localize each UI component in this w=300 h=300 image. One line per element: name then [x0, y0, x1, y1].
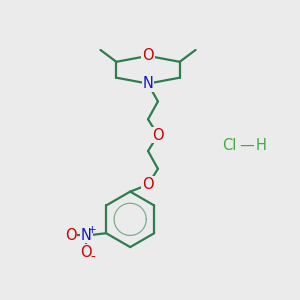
Text: -: - [90, 250, 95, 263]
Text: O: O [80, 244, 92, 260]
Text: O: O [65, 228, 76, 243]
Text: N: N [81, 228, 92, 243]
Text: O: O [142, 48, 154, 63]
Text: +: + [88, 225, 97, 235]
Text: N: N [142, 76, 154, 91]
Text: —: — [240, 137, 254, 152]
Text: Cl: Cl [222, 137, 236, 152]
Text: H: H [256, 137, 266, 152]
Text: O: O [152, 128, 164, 142]
Text: O: O [142, 177, 154, 192]
